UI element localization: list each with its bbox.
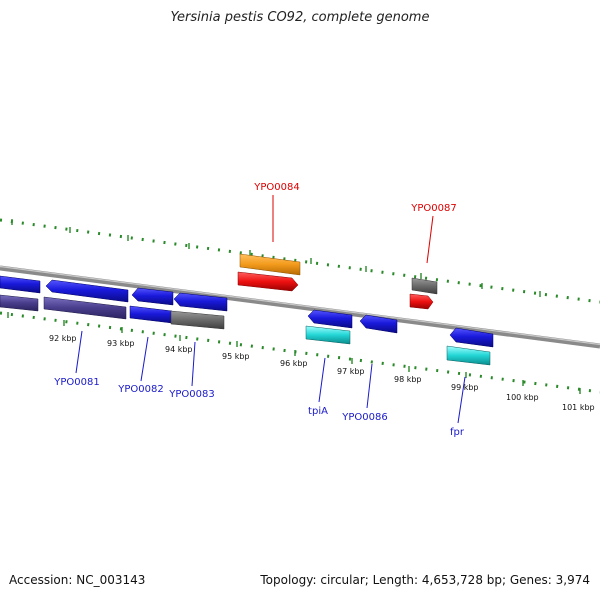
scale-label-99kbp: 99 kbp bbox=[451, 383, 479, 392]
genome-stats-text: Topology: circular; Length: 4,653,728 bp… bbox=[260, 573, 590, 587]
scale-label-98kbp: 98 kbp bbox=[394, 375, 422, 384]
gene-ypo0087-red-feature[interactable] bbox=[409, 293, 434, 310]
gene-ypo0083-grey-box[interactable] bbox=[170, 310, 225, 330]
scale-label-100kbp: 100 kbp bbox=[506, 393, 539, 402]
gene-label-ypo0083[interactable]: YPO0083 bbox=[168, 389, 214, 400]
scale-label-93kbp: 93 kbp bbox=[107, 339, 135, 348]
scale-label-92kbp: 92 kbp bbox=[49, 334, 77, 343]
gene-ypo0087-grey-feature[interactable] bbox=[411, 277, 438, 295]
gene-label-tpia[interactable]: tpiA bbox=[308, 406, 328, 417]
gene-label-ypo0086[interactable]: YPO0086 bbox=[341, 412, 387, 423]
gene-label-ypo0084[interactable]: YPO0084 bbox=[253, 182, 299, 193]
map-title: Yersinia pestis CO92, complete genome bbox=[170, 10, 430, 25]
gene-ypo0082-blue-arrow[interactable] bbox=[131, 287, 174, 306]
gene-label-fpr[interactable]: fpr bbox=[450, 427, 465, 438]
gene-fpr-cyan-box[interactable] bbox=[446, 345, 491, 366]
scale-label-94kbp: 94 kbp bbox=[165, 345, 193, 354]
gene-ypo0081-blue-arrow[interactable] bbox=[45, 279, 129, 303]
gene-ypo0083-blue-arrow[interactable] bbox=[173, 292, 228, 312]
gene-label-ypo0081[interactable]: YPO0081 bbox=[53, 377, 99, 388]
scale-label-97kbp: 97 kbp bbox=[337, 367, 365, 376]
gene-ypo0086-blue-arrow[interactable] bbox=[359, 314, 398, 334]
scale-label-96kbp: 96 kbp bbox=[280, 359, 308, 368]
scale-label-101kbp: 101 kbp bbox=[562, 403, 595, 412]
gene-left-blue-arrow-1[interactable] bbox=[0, 275, 41, 294]
gene-fpr-blue-arrow[interactable] bbox=[449, 327, 494, 348]
gene-tpia-cyan-box[interactable] bbox=[305, 325, 351, 345]
gene-ypo0081-slate-box[interactable] bbox=[43, 296, 127, 320]
inner-tick-row bbox=[0, 311, 600, 394]
gene-left-slate-box[interactable] bbox=[0, 294, 39, 312]
outer-tick-row bbox=[0, 218, 600, 304]
callout-lines bbox=[75, 195, 466, 424]
gene-ypo0082-blue-box[interactable] bbox=[129, 305, 173, 324]
gene-label-ypo0082[interactable]: YPO0082 bbox=[117, 384, 163, 395]
accession-text: Accession: NC_003143 bbox=[9, 573, 146, 587]
gene-tpia-blue-arrow[interactable] bbox=[307, 309, 353, 329]
gene-ypo0084-orange-feature[interactable] bbox=[239, 253, 301, 276]
gene-label-ypo0087[interactable]: YPO0087 bbox=[410, 203, 456, 214]
genome-backbone bbox=[0, 265, 600, 349]
scale-label-95kbp: 95 kbp bbox=[222, 352, 250, 361]
gene-ypo0084-red-feature[interactable] bbox=[237, 271, 299, 292]
